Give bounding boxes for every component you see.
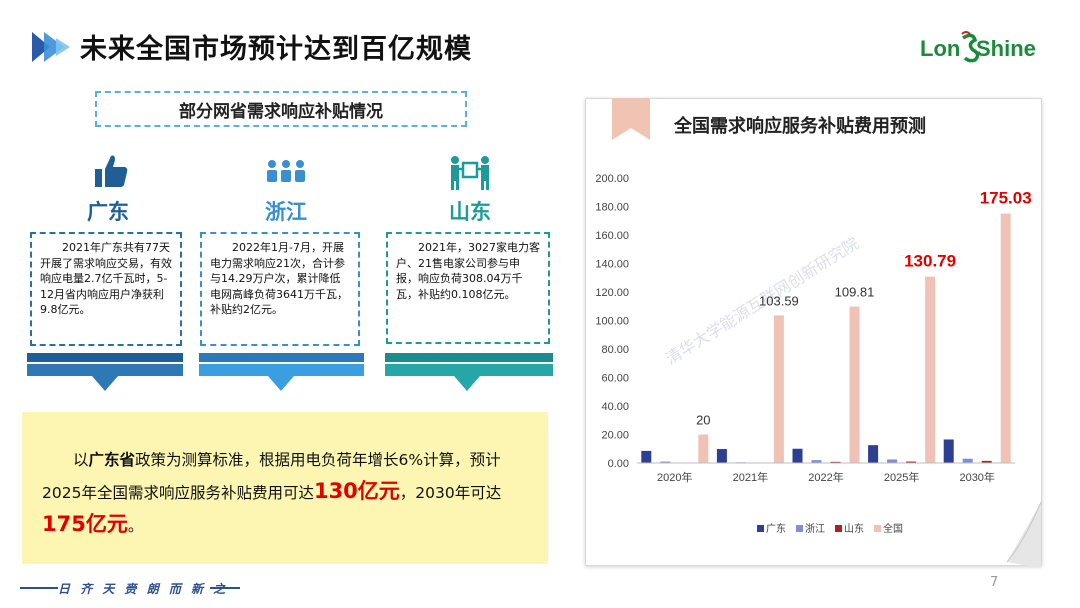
bar-广东 — [792, 448, 803, 463]
longshine-logo: Lon Shine — [920, 31, 1036, 63]
svg-text:Shine: Shine — [976, 36, 1036, 61]
province-card-shandong: 2021年，3027家电力客户、21售电家公司参与申报，响应负荷308.04万千… — [386, 232, 550, 344]
note-bold-province: 广东省 — [88, 451, 136, 469]
pointer-arrow — [268, 376, 294, 391]
bar-浙江 — [887, 459, 898, 463]
legend-swatch — [835, 525, 842, 532]
y-tick-label: 0.00 — [608, 458, 629, 470]
y-tick-label: 60.00 — [601, 373, 629, 385]
bookmark-ribbon-icon — [612, 98, 650, 140]
svg-text:Lon: Lon — [920, 36, 960, 61]
y-tick-label: 140.00 — [595, 259, 629, 271]
province-desc-guangdong: 2021年广东共有77天开展了需求响应交易，有效响应电量2.7亿千瓦时，5-12… — [40, 241, 172, 316]
pointer-arrow — [92, 376, 118, 391]
card-divider — [199, 364, 364, 376]
legend-swatch — [874, 525, 881, 532]
pointer-arrow — [454, 376, 480, 391]
y-tick-label: 200.00 — [595, 173, 629, 185]
y-axis: 0.00 20.00 40.00 60.00 80.00 100.00 120.00 140.… — [595, 173, 629, 470]
legend-swatch — [796, 525, 803, 532]
footer-slogan: 日 齐 天 赍 朗 而 新 之 — [58, 582, 229, 596]
y-tick-label: 100.00 — [595, 316, 629, 328]
section-subtitle: 部分网省需求响应补贴情况 — [95, 91, 467, 127]
data-label: 20 — [696, 413, 710, 428]
x-tick-label: 2021年 — [733, 470, 768, 484]
card-divider — [27, 364, 183, 376]
note-text: ，2030年可达 — [399, 484, 502, 502]
handshake-box-icon — [451, 156, 489, 190]
legend-label: 山东 — [844, 522, 864, 535]
note-highlight-2025: 130亿元 — [313, 479, 400, 503]
chart-title: 全国需求响应服务补贴费用预测 — [674, 116, 926, 137]
page-curl-decoration — [1006, 501, 1042, 568]
bar-山东 — [906, 461, 917, 463]
chart-panel — [585, 98, 1042, 566]
bar-全国 — [773, 315, 784, 463]
bar-广东 — [868, 445, 879, 463]
province-desc-zhejiang: 2022年1月-7月，开展电力需求响应21次，合计参与14.29万户次，累计降低… — [210, 241, 348, 316]
play-arrow-icon — [32, 32, 70, 62]
y-tick-label: 120.00 — [595, 287, 629, 299]
x-tick-label: 2030年 — [959, 470, 994, 484]
bar-全国 — [698, 434, 709, 463]
legend-swatch — [757, 525, 764, 532]
data-label: 109.81 — [835, 285, 875, 300]
y-tick-label: 180.00 — [595, 202, 629, 214]
card-divider — [385, 353, 553, 362]
card-divider — [199, 353, 364, 362]
bar-全国 — [849, 306, 860, 463]
data-label: 103.59 — [759, 293, 799, 308]
x-tick-label: 2022年 — [808, 470, 843, 484]
y-tick-label: 80.00 — [601, 344, 629, 356]
data-labels: 20 103.59 109.81 130.79 175.03 — [696, 189, 1032, 428]
page-number: 7 — [990, 575, 999, 590]
card-divider — [385, 364, 553, 376]
note-text: 。 — [127, 517, 144, 535]
note-text: 以 — [73, 451, 89, 469]
bar-广东 — [716, 449, 727, 463]
bar-广东 — [641, 450, 652, 463]
bar-全国 — [925, 276, 936, 463]
bar-全国 — [1000, 213, 1011, 463]
bar-浙江 — [962, 458, 973, 463]
bar-山东 — [830, 461, 841, 463]
bar-广东 — [943, 439, 954, 463]
bar-浙江 — [811, 460, 822, 463]
people-group-icon — [267, 160, 305, 182]
footer-line-left — [20, 587, 58, 589]
legend-label: 浙江 — [805, 523, 825, 535]
page-title: 未来全国市场预计达到百亿规模 — [80, 34, 472, 65]
province-card-zhejiang: 2022年1月-7月，开展电力需求响应21次，合计参与14.29万户次，累计降低… — [200, 232, 360, 346]
x-axis: 2020年 2021年 2022年 2025年 2030年 — [637, 462, 1015, 484]
province-name-zhejiang: 浙江 — [265, 200, 307, 224]
data-label: 175.03 — [980, 189, 1032, 208]
province-name-shandong: 山东 — [449, 200, 491, 224]
province-card-guangdong: 2021年广东共有77天开展了需求响应交易，有效响应电量2.7亿千瓦时，5-12… — [30, 232, 182, 346]
province-desc-shandong: 2021年，3027家电力客户、21售电家公司参与申报，响应负荷308.04万千… — [396, 241, 540, 301]
y-tick-label: 40.00 — [601, 401, 629, 413]
x-tick-label: 2020年 — [657, 470, 692, 484]
y-tick-label: 160.00 — [595, 230, 629, 242]
note-highlight-2030: 175亿元 — [42, 512, 128, 536]
footer-line-right — [210, 587, 240, 589]
forecast-note: 以广东省政策为测算标准，根据用电负荷年增长6%计算，预计2025年全国需求响应服… — [22, 412, 548, 564]
card-divider — [27, 353, 183, 362]
note-text: 政策为测算标准，根据用电负荷年增长6%计算，预计2025年全国需求响应服务补贴费… — [42, 451, 501, 502]
legend-label: 广东 — [766, 522, 786, 535]
bar-浙江 — [660, 461, 671, 463]
bars — [641, 213, 1011, 463]
x-tick-label: 2025年 — [884, 470, 919, 484]
data-label: 130.79 — [904, 252, 956, 271]
province-name-guangdong: 广东 — [87, 200, 129, 224]
bar-山东 — [981, 460, 992, 463]
y-tick-label: 20.00 — [601, 430, 629, 442]
legend: 广东 浙江 山东 全国 — [757, 522, 903, 535]
thumbs-up-icon — [95, 155, 128, 187]
bar-chart: 清华大学能源互联网创新研究院 0.0020.0040.0060.0080.001… — [595, 173, 1032, 535]
legend-label: 全国 — [883, 522, 903, 535]
